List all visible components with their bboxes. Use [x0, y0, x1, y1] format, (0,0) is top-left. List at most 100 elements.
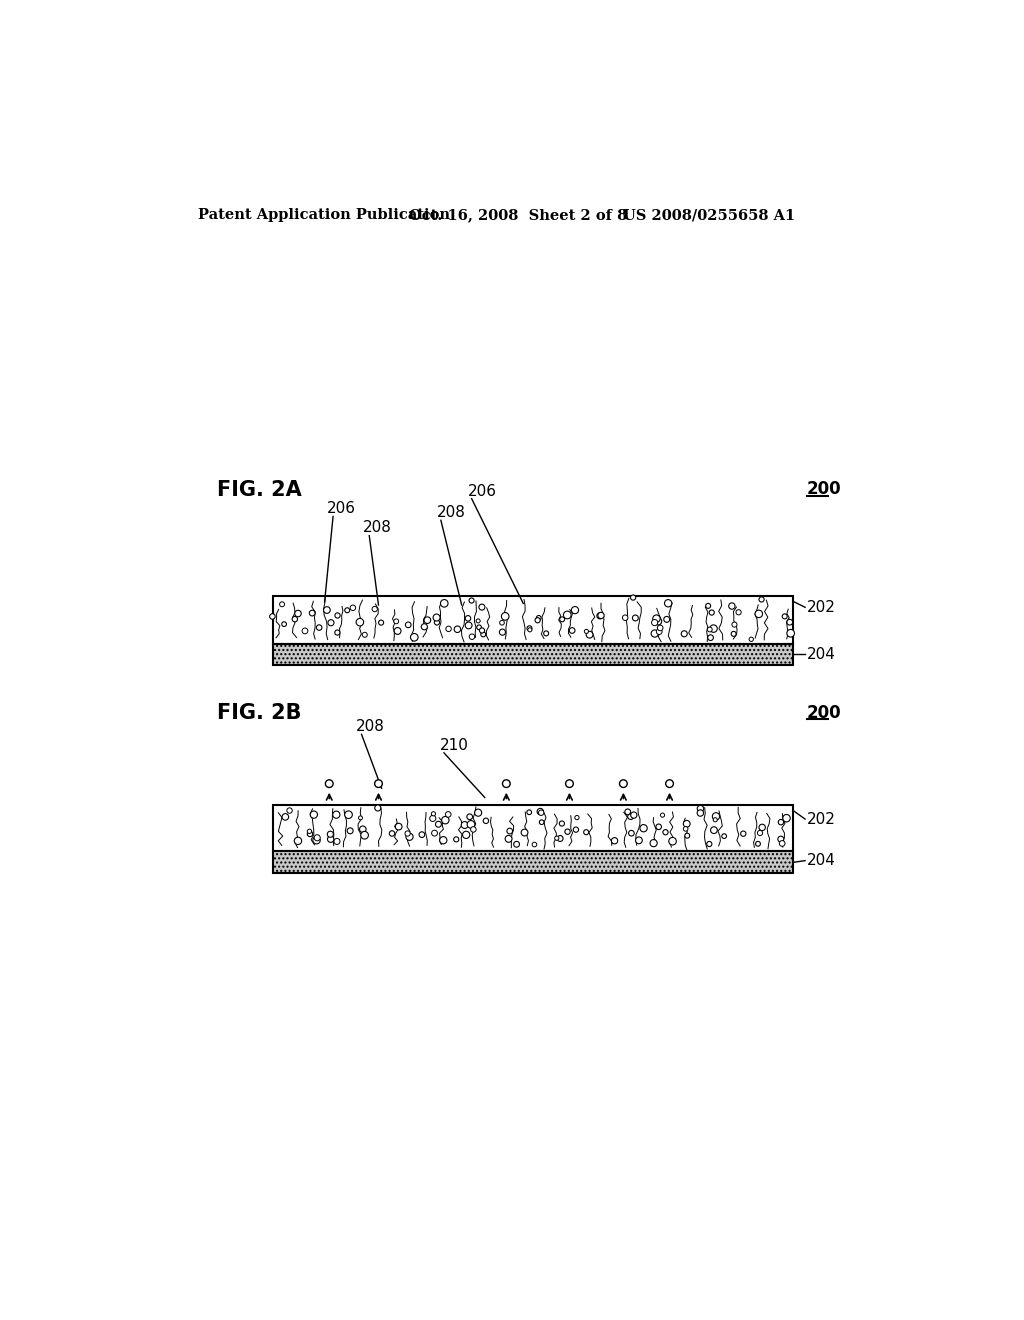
Circle shape: [375, 780, 382, 788]
Circle shape: [372, 606, 378, 611]
Circle shape: [292, 616, 298, 622]
Text: 206: 206: [468, 483, 497, 499]
Circle shape: [539, 810, 544, 816]
Circle shape: [441, 817, 450, 824]
Circle shape: [652, 615, 660, 623]
Circle shape: [324, 607, 331, 614]
Circle shape: [732, 622, 737, 627]
Text: 208: 208: [437, 506, 466, 520]
Circle shape: [379, 620, 384, 626]
Circle shape: [502, 612, 509, 620]
Circle shape: [389, 830, 394, 836]
Circle shape: [467, 821, 475, 828]
Circle shape: [521, 829, 528, 836]
Circle shape: [394, 627, 401, 635]
Circle shape: [597, 612, 603, 619]
Text: Patent Application Publication: Patent Application Publication: [199, 209, 451, 222]
Circle shape: [411, 634, 418, 642]
Text: 200: 200: [807, 480, 842, 499]
Circle shape: [729, 603, 735, 610]
Circle shape: [375, 805, 381, 810]
Circle shape: [651, 630, 658, 638]
Circle shape: [560, 616, 564, 622]
Circle shape: [309, 610, 315, 616]
Circle shape: [359, 826, 366, 833]
Circle shape: [404, 830, 411, 836]
Circle shape: [505, 836, 512, 842]
Circle shape: [469, 634, 475, 639]
Circle shape: [711, 826, 717, 833]
Circle shape: [636, 837, 642, 843]
Circle shape: [683, 826, 688, 832]
Circle shape: [514, 841, 519, 847]
Circle shape: [559, 821, 564, 826]
Circle shape: [356, 618, 364, 626]
Circle shape: [708, 627, 712, 632]
Circle shape: [335, 630, 340, 635]
Circle shape: [786, 619, 793, 626]
Bar: [273, 805, 793, 851]
Circle shape: [629, 830, 634, 836]
Circle shape: [503, 780, 510, 788]
Circle shape: [778, 820, 783, 825]
Circle shape: [750, 638, 754, 642]
Circle shape: [316, 624, 322, 631]
Circle shape: [424, 616, 431, 623]
Circle shape: [395, 824, 402, 830]
Circle shape: [440, 599, 449, 607]
Circle shape: [681, 631, 687, 636]
Circle shape: [345, 607, 349, 612]
Circle shape: [660, 813, 665, 817]
Circle shape: [555, 836, 559, 841]
Bar: [273, 644, 793, 665]
Circle shape: [434, 620, 439, 626]
Text: Oct. 16, 2008  Sheet 2 of 8: Oct. 16, 2008 Sheet 2 of 8: [410, 209, 628, 222]
Circle shape: [333, 810, 340, 818]
Circle shape: [740, 832, 745, 837]
Bar: [273, 851, 793, 873]
Circle shape: [584, 830, 589, 834]
Circle shape: [445, 812, 451, 817]
Circle shape: [782, 614, 787, 619]
Circle shape: [713, 813, 720, 820]
Circle shape: [328, 836, 334, 842]
Circle shape: [477, 624, 481, 630]
Circle shape: [335, 612, 340, 618]
Circle shape: [454, 837, 459, 842]
Circle shape: [287, 808, 292, 813]
Circle shape: [573, 828, 579, 833]
Circle shape: [421, 623, 427, 630]
Circle shape: [500, 630, 506, 635]
Circle shape: [500, 620, 505, 626]
Text: FIG. 2B: FIG. 2B: [217, 702, 301, 723]
Circle shape: [664, 616, 670, 622]
Text: 208: 208: [355, 719, 384, 734]
Circle shape: [683, 821, 690, 828]
Circle shape: [697, 805, 703, 812]
Circle shape: [623, 615, 628, 620]
Circle shape: [778, 836, 783, 842]
Circle shape: [314, 834, 321, 841]
Circle shape: [445, 626, 452, 631]
Text: FIG. 2A: FIG. 2A: [217, 479, 301, 499]
Circle shape: [651, 619, 657, 626]
Circle shape: [280, 602, 285, 607]
Circle shape: [708, 635, 714, 640]
Circle shape: [479, 628, 484, 634]
Circle shape: [467, 814, 472, 820]
Circle shape: [476, 619, 480, 623]
Circle shape: [631, 812, 637, 818]
Circle shape: [650, 840, 657, 846]
Circle shape: [620, 780, 628, 788]
Circle shape: [532, 842, 537, 847]
Circle shape: [571, 606, 579, 614]
Bar: [273, 595, 793, 644]
Circle shape: [563, 611, 571, 619]
Circle shape: [483, 818, 488, 824]
Circle shape: [406, 833, 413, 841]
Circle shape: [713, 817, 717, 822]
Circle shape: [631, 595, 636, 601]
Circle shape: [471, 826, 476, 832]
Circle shape: [469, 598, 474, 603]
Circle shape: [685, 833, 690, 838]
